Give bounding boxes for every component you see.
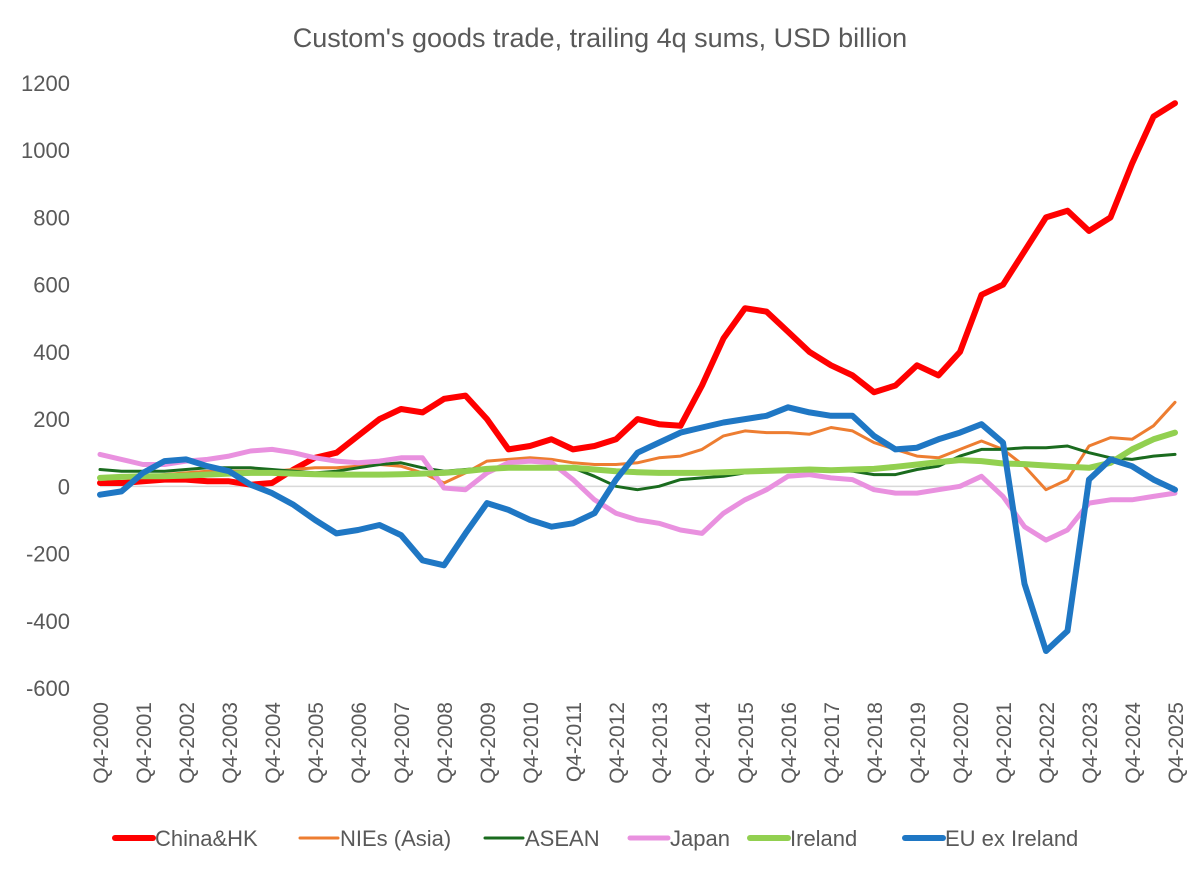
y-tick-label: 800 bbox=[33, 205, 70, 230]
legend: China&HK NIEs (Asia) ASEAN Japan Ireland EU e… bbox=[112, 826, 1078, 851]
x-tick-label: Q4-2008 bbox=[434, 702, 457, 784]
y-tick-label: 1200 bbox=[21, 71, 70, 96]
series-lines bbox=[97, 100, 1178, 654]
x-tick-label: Q4-2018 bbox=[864, 702, 887, 784]
x-tick-label: Q4-2016 bbox=[778, 702, 801, 784]
y-tick-label: 400 bbox=[33, 340, 70, 365]
x-tick-label: Q4-2009 bbox=[477, 702, 500, 784]
x-tick-label: Q4-2005 bbox=[305, 702, 328, 784]
y-tick-label: 1000 bbox=[21, 138, 70, 163]
y-tick-label: 200 bbox=[33, 407, 70, 432]
legend-label: China&HK bbox=[155, 826, 258, 851]
series-line-5 bbox=[97, 404, 1178, 654]
legend-label: NIEs (Asia) bbox=[340, 826, 451, 851]
legend-label: Japan bbox=[670, 826, 730, 851]
x-tick-label: Q4-2003 bbox=[219, 702, 242, 784]
series-line-0 bbox=[97, 100, 1178, 488]
legend-label: EU ex Ireland bbox=[945, 826, 1078, 851]
x-tick-label: Q4-2006 bbox=[348, 702, 371, 784]
x-tick-label: Q4-2000 bbox=[90, 702, 113, 784]
series-line-2 bbox=[98, 444, 1177, 492]
x-tick-label: Q4-2002 bbox=[176, 702, 199, 784]
y-tick-label: -200 bbox=[26, 542, 70, 567]
chart-title: Custom's goods trade, trailing 4q sums, … bbox=[293, 23, 907, 53]
x-tick-label: Q4-2020 bbox=[950, 702, 973, 784]
series-line-4 bbox=[97, 429, 1178, 481]
x-tick-label: Q4-2025 bbox=[1165, 702, 1188, 784]
y-tick-label: 0 bbox=[58, 474, 70, 499]
x-tick-label: Q4-2021 bbox=[993, 702, 1016, 784]
x-tick-label: Q4-2004 bbox=[262, 702, 285, 784]
x-tick-label: Q4-2017 bbox=[821, 702, 844, 784]
y-axis-ticks: -600 -400 -200 0 200 400 600 800 1000 1200 bbox=[21, 71, 70, 701]
x-axis-ticks: Q4-2000 Q4-2001 Q4-2002 Q4-2003 Q4-2004 Q4-20… bbox=[90, 702, 1188, 784]
x-tick-label: Q4-2019 bbox=[907, 702, 930, 784]
x-tick-label: Q4-2024 bbox=[1122, 702, 1145, 784]
x-tick-label: Q4-2015 bbox=[735, 702, 758, 784]
x-tick-label: Q4-2001 bbox=[133, 702, 156, 784]
legend-label: Ireland bbox=[790, 826, 857, 851]
x-tick-label: Q4-2011 bbox=[563, 702, 586, 782]
legend-label: ASEAN bbox=[525, 826, 600, 851]
x-tick-label: Q4-2007 bbox=[391, 702, 414, 784]
x-tick-label: Q4-2012 bbox=[606, 702, 629, 784]
y-tick-label: -400 bbox=[26, 609, 70, 634]
series-line-3 bbox=[97, 446, 1178, 543]
y-tick-label: -600 bbox=[26, 676, 70, 701]
x-tick-label: Q4-2022 bbox=[1036, 702, 1059, 784]
x-tick-label: Q4-2023 bbox=[1079, 702, 1102, 784]
series-line-1 bbox=[98, 400, 1177, 492]
x-tick-label: Q4-2010 bbox=[520, 702, 543, 784]
y-tick-label: 600 bbox=[33, 273, 70, 298]
x-tick-label: Q4-2014 bbox=[692, 702, 715, 784]
x-tick-label: Q4-2013 bbox=[649, 702, 672, 784]
